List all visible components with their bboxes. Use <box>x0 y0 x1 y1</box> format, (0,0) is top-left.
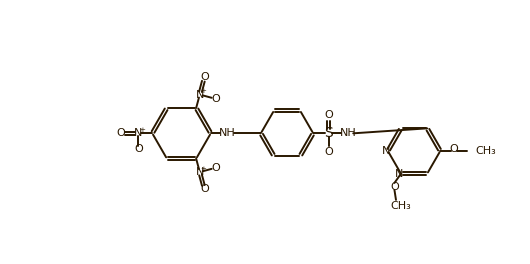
Text: NH: NH <box>340 128 356 138</box>
Text: O: O <box>324 110 333 120</box>
Text: S: S <box>324 126 333 140</box>
Text: O: O <box>200 184 209 194</box>
Text: ·: · <box>206 181 209 191</box>
Text: O: O <box>450 144 458 154</box>
Text: ·: · <box>140 142 143 152</box>
Text: N: N <box>196 167 204 177</box>
Text: +: + <box>200 166 206 172</box>
Text: N: N <box>395 169 404 179</box>
Text: CH₃: CH₃ <box>390 201 411 211</box>
Text: +: + <box>139 127 145 133</box>
Text: N: N <box>196 89 204 100</box>
Text: O: O <box>211 94 220 104</box>
Text: O: O <box>211 163 220 173</box>
Text: +: + <box>200 88 206 94</box>
Text: ·: · <box>217 91 220 101</box>
Text: O: O <box>134 144 143 154</box>
Text: ·: · <box>206 69 209 79</box>
Text: O: O <box>116 128 125 138</box>
Text: O: O <box>390 182 399 192</box>
Text: CH₃: CH₃ <box>475 146 496 156</box>
Text: NH: NH <box>218 128 235 138</box>
Text: N: N <box>134 128 143 138</box>
Text: O: O <box>200 73 209 82</box>
Text: ·: · <box>122 125 125 135</box>
Text: ·: · <box>217 160 220 170</box>
Text: N: N <box>382 146 391 156</box>
Text: O: O <box>324 147 333 157</box>
